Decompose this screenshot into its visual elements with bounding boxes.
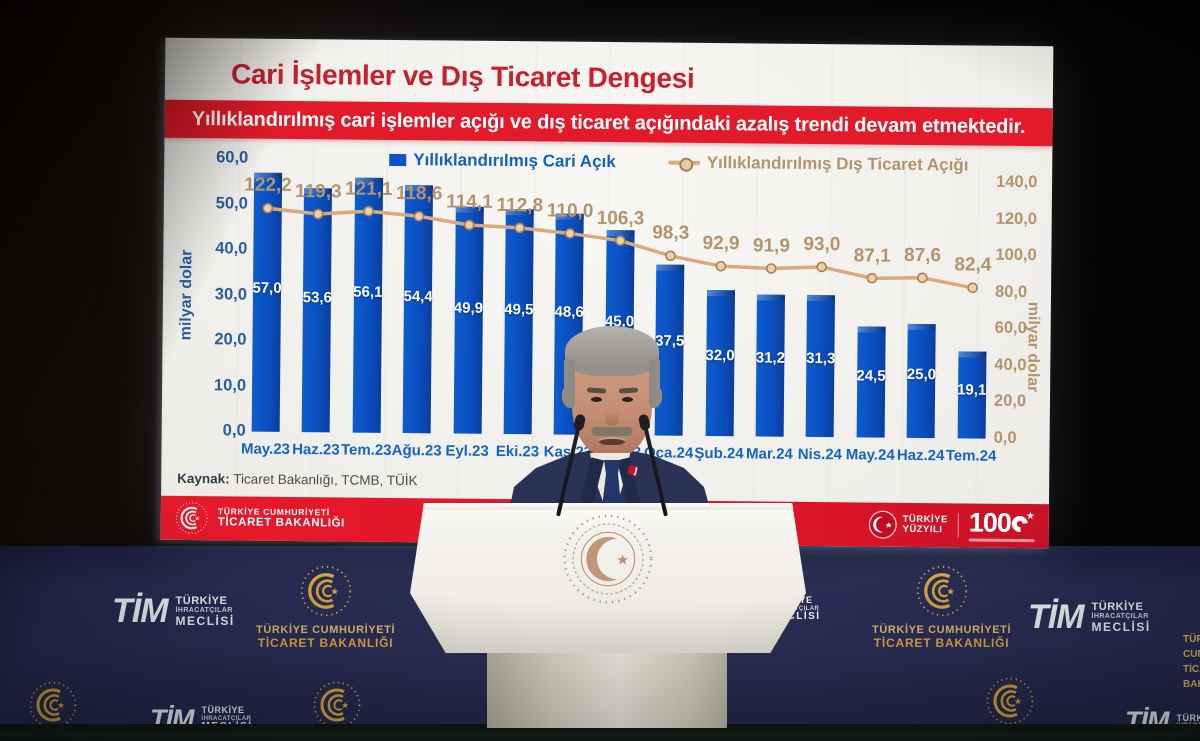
bar-value-label: 49,5 [504,301,534,319]
y-axis-left-tick: 20,0 [214,330,247,349]
line-point [816,261,827,273]
bar-value-label: 24,5 [856,367,886,385]
bar-value-label: 31,2 [755,349,786,367]
y-axis-left-tick: 0,0 [222,421,246,440]
tim-logo: TİM TÜRKİYE İHRACATÇILAR MECLİSİ [150,704,252,726]
speaker-hair [564,326,660,408]
crescent-crest-icon [299,564,353,618]
x-axis-label: May.23 [240,440,291,458]
line-point [665,250,676,262]
line-point [765,263,777,274]
y-axis-right-tick: 140,0 [996,172,1038,192]
y-axis-left-tick: 30,0 [214,284,248,304]
crescent-crest-icon [175,501,209,535]
podium [410,503,806,653]
tim-logo: TİM TÜRKİYE İHRACATÇILAR [1125,706,1200,726]
y-axis-right-tick: 40,0 [994,355,1027,374]
x-axis-label: Eyl.23 [445,442,489,460]
footer-ministry-logo: TÜRKİYE CUMHURİYETİ TİCARET BAKANLIĞI [175,501,345,537]
line-point [967,282,978,294]
x-axis-label: Tem.23 [340,441,392,459]
centennial-100-logo: 100 ★ [968,507,1035,543]
x-axis-label: Ağu.23 [391,441,442,460]
podium-base [487,648,727,728]
tim-logo: TİM TÜRKİYE İHRACATÇILAR MECLİSİ [112,592,235,630]
x-axis-label: Haz.24 [896,446,945,465]
y-axis-right-tick: 60,0 [994,318,1027,338]
bar [453,206,484,434]
line-point [917,272,928,284]
x-axis-label: Nis.24 [797,445,843,464]
speaker [500,324,720,519]
source-note: Kaynak: Ticaret Bakanlığı, TCMB, TÜİK [177,470,418,489]
podium-emblem-icon [562,513,654,605]
bar-value-label: 49,9 [453,299,484,317]
crescent-crest-icon [985,676,1035,726]
divider [957,513,959,538]
x-axis-label: Tem.24 [945,447,997,465]
y-axis-right-tick: 20,0 [993,392,1027,411]
tim-logo: TİM TÜRKİYE İHRACATÇILAR MECLİSİ [1028,598,1151,636]
bar-value-label: 54,4 [403,287,433,306]
bar-value-label: 25,0 [906,366,937,384]
bar-value-label: 53,6 [302,288,333,307]
bar-value-label: 31,3 [806,349,836,367]
bar [251,172,283,432]
crescent-crest-icon [312,680,362,726]
ministry-crest-logo: TÜRKİYE CUMHURİYETİ TİCARET BAKANLIĞI [872,564,1011,650]
y-axis-right-tick: 0,0 [993,428,1017,447]
bar-value-label: 57,0 [252,279,282,298]
line-value-label: 82,4 [954,254,992,276]
x-axis-label: Haz.23 [292,440,340,459]
crescent-crest-icon [28,680,78,726]
bar-value-label: 48,6 [554,303,584,322]
x-axis-label: May.24 [845,446,895,464]
line-point [866,272,878,284]
bar [402,185,434,434]
ministry-crest-logo-partial: TÜRKİYE CUMHURİYETİ TİCARET BAKANLIĞI [1183,634,1200,690]
y-axis-right-tick: 120,0 [995,209,1038,228]
centennial-microtext [968,538,1035,543]
y-axis-right-title: milyar dolar [1024,301,1042,393]
y-axis-left-tick: 60,0 [216,148,249,167]
flag-crescent-icon [867,510,897,540]
x-axis-label: Mar.24 [746,445,793,463]
bar [352,177,383,433]
y-axis-left-tick: 40,0 [215,239,248,258]
y-axis-right-tick: 80,0 [994,282,1028,301]
y-axis-left-tick: 10,0 [213,375,247,395]
bar-value-label: 19,1 [956,381,987,399]
tim-abbr: TİM [112,592,169,630]
bar-value-label: 56,1 [353,283,383,301]
crescent-crest-icon [915,564,969,618]
bar [302,188,333,433]
line-point [715,260,727,272]
turkiye-yuzyili-logo: TÜRKİYE YÜZYILI [867,510,948,541]
ministry-crest-logo: TÜRKİYE CUMHURİYETİ TİCARET BAKANLIĞI [256,564,395,650]
